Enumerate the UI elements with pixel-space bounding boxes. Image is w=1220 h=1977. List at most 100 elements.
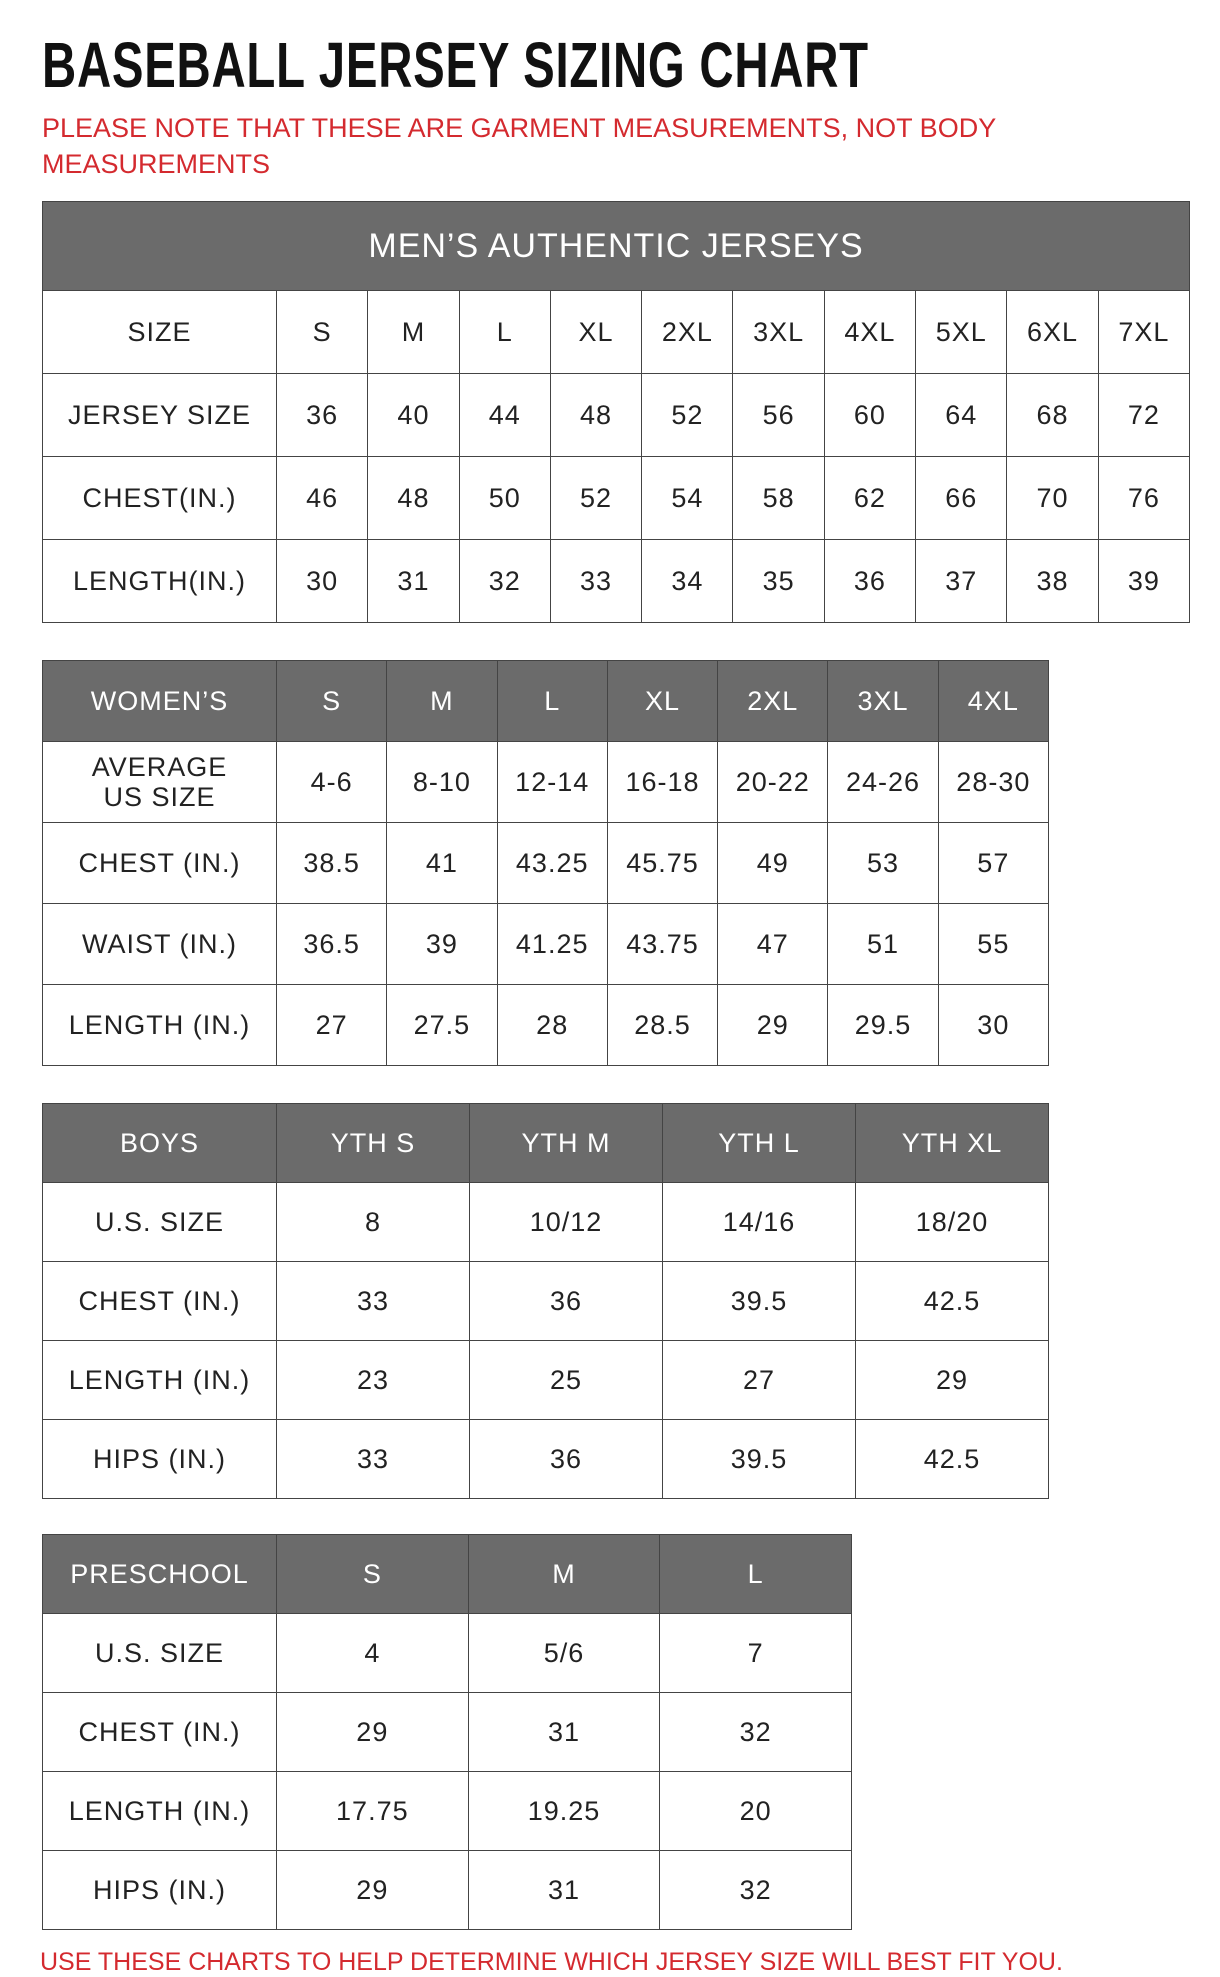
cell: 27.5 [386,984,498,1066]
table-row: U.S. SIZE 4 5/6 7 [42,1613,852,1693]
cell: 36 [275,373,369,457]
cell: 3XL [732,290,825,374]
cell: 16-18 [606,741,719,823]
header-cell: YTH M [469,1103,663,1183]
cell: 25 [469,1340,663,1420]
cell: 70 [1006,456,1099,540]
cell: 6XL [1006,290,1099,374]
header-cell: L [496,660,608,742]
cell: 27 [662,1340,856,1420]
cell: 5/6 [467,1613,661,1693]
cell: 43.25 [496,822,608,904]
row-label: JERSEY SIZE [42,373,277,457]
cell: 17.75 [276,1771,469,1851]
header-cell: 2XL [717,660,829,742]
cell: 41.25 [496,903,608,985]
cell: 54 [641,456,734,540]
cell: 48 [367,456,460,540]
cell: 55 [937,903,1049,985]
cell: 19.25 [467,1771,661,1851]
header-row: PRESCHOOL S M L [42,1534,852,1614]
cell: 29 [276,1850,469,1930]
cell: 57 [937,822,1049,904]
header-cell: M [386,660,498,742]
header-cell: S [275,660,388,742]
cell: 28 [496,984,608,1066]
row-label: U.S. SIZE [42,1182,277,1262]
cell: 33 [549,539,643,623]
cell: 72 [1097,373,1191,457]
table-row: U.S. SIZE 8 10/12 14/16 18/20 [42,1182,1049,1262]
cell: 33 [276,1261,470,1341]
cell: S [275,290,369,374]
cell: 12-14 [496,741,608,823]
table-row: HIPS (IN.) 29 31 32 [42,1850,852,1930]
row-label: LENGTH(IN.) [42,539,277,623]
cell: 27 [275,984,388,1066]
header-row: WOMEN’S S M L XL 2XL 3XL 4XL [42,660,1049,742]
cell: L [458,290,551,374]
table-row: CHEST(IN.) 46 48 50 52 54 58 62 66 70 76 [42,456,1191,540]
cell: 66 [915,456,1008,540]
women-table: WOMEN’S S M L XL 2XL 3XL 4XL AVERAGE US SIZE 4-6 8… [42,660,1049,1066]
header-cell: XL [606,660,719,742]
header-cell: 4XL [937,660,1049,742]
row-label: HIPS (IN.) [42,1419,277,1499]
cell: 53 [827,822,939,904]
cell: 38.5 [275,822,388,904]
cell: 29 [855,1340,1049,1420]
table-row: WAIST (IN.) 36.5 39 41.25 43.75 47 51 55 [42,903,1049,985]
row-label: CHEST (IN.) [42,1692,277,1772]
row-label: LENGTH (IN.) [42,984,277,1066]
header-cell: 3XL [827,660,939,742]
cell: 29 [276,1692,469,1772]
row-label: CHEST (IN.) [42,822,277,904]
header-cell: YTH XL [855,1103,1049,1183]
cell: 34 [641,539,734,623]
cell: 37 [915,539,1008,623]
preschool-table: PRESCHOOL S M L U.S. SIZE 4 5/6 7 CHEST (IN.) 29 3… [42,1534,852,1930]
row-label: CHEST(IN.) [42,456,277,540]
header-cell: WOMEN’S [42,660,277,742]
table-row: LENGTH(IN.) 30 31 32 33 34 35 36 37 38 39 [42,539,1191,623]
header-cell: YTH L [662,1103,856,1183]
table-row: LENGTH (IN.) 23 25 27 29 [42,1340,1049,1420]
cell: 29 [717,984,829,1066]
cell: 33 [276,1419,470,1499]
cell: 49 [717,822,829,904]
cell: 31 [467,1692,661,1772]
table-row: CHEST (IN.) 33 36 39.5 42.5 [42,1261,1049,1341]
cell: 4 [276,1613,469,1693]
cell: 42.5 [855,1419,1049,1499]
cell: 10/12 [469,1182,663,1262]
cell: 4XL [823,290,917,374]
cell: 41 [386,822,498,904]
row-label: AVERAGE US SIZE [42,741,277,823]
cell: 7XL [1097,290,1191,374]
header-row: BOYS YTH S YTH M YTH L YTH XL [42,1103,1049,1183]
cell: 7 [659,1613,852,1693]
cell: 2XL [641,290,734,374]
cell: 39.5 [662,1261,856,1341]
cell: 39 [386,903,498,985]
cell: 52 [641,373,734,457]
cell: 35 [732,539,825,623]
row-label: HIPS (IN.) [42,1850,277,1930]
cell: 20-22 [717,741,829,823]
cell: 4-6 [275,741,388,823]
cell: 32 [659,1850,852,1930]
cell: XL [549,290,643,374]
cell: 36 [469,1419,663,1499]
cell: 31 [367,539,460,623]
table-row: HIPS (IN.) 33 36 39.5 42.5 [42,1419,1049,1499]
cell: 5XL [915,290,1008,374]
cell: 32 [458,539,551,623]
cell: 60 [823,373,917,457]
cell: M [367,290,460,374]
men-table: MEN’S AUTHENTIC JERSEYS SIZE S M L XL 2XL 3XL 4X… [41,201,1191,623]
cell: 23 [276,1340,470,1420]
cell: 24-26 [827,741,939,823]
table-row: LENGTH (IN.) 27 27.5 28 28.5 29 29.5 30 [42,984,1049,1066]
cell: 58 [732,456,825,540]
